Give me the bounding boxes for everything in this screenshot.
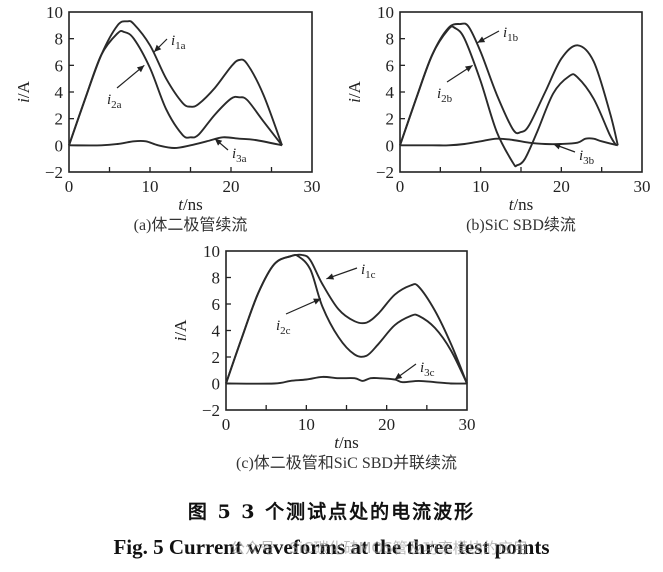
- series-i3c: [225, 375, 468, 385]
- series-i2c: [225, 254, 468, 384]
- arrowhead-icon: [326, 273, 335, 280]
- y-tick-label: 10: [203, 242, 220, 261]
- label-i2a: i2a: [107, 92, 122, 111]
- x-tick-label: 10: [298, 415, 315, 434]
- x-tick-label: 10: [472, 177, 489, 196]
- caption-chinese: 图 5 3 个测试点处的电流波形: [187, 501, 476, 523]
- y-tick-label: −2: [376, 163, 394, 182]
- label-i1c: i1c: [361, 262, 376, 281]
- x-tick-label: 0: [396, 177, 405, 196]
- y-tick-label: 6: [386, 56, 395, 75]
- x-axis-label: t/ns: [509, 195, 534, 214]
- arrowhead-icon: [214, 138, 223, 146]
- plot-frame: [68, 11, 313, 173]
- x-tick-label: 30: [634, 177, 651, 196]
- series-i3a: [68, 136, 283, 149]
- label-i1a: i1a: [171, 33, 186, 52]
- subplot-title: (a)体二极管续流: [134, 216, 248, 234]
- arrowhead-icon: [553, 143, 561, 150]
- subplot-title: (b)SiC SBD续流: [466, 216, 576, 234]
- x-tick-label: 0: [65, 177, 74, 196]
- y-tick-label: 6: [55, 56, 64, 75]
- caption-english: Fig. 5 Current waveforms at the three te…: [113, 535, 550, 559]
- x-tick-label: 30: [304, 177, 321, 196]
- y-axis-label: i/A: [14, 80, 33, 102]
- arrowhead-icon: [136, 65, 145, 73]
- y-tick-label: 2: [55, 110, 64, 129]
- arrowhead-icon: [464, 65, 473, 72]
- y-tick-label: 2: [386, 110, 395, 129]
- y-tick-label: 0: [386, 136, 395, 155]
- label-i1b: i1b: [503, 25, 519, 44]
- x-tick-label: 0: [222, 415, 231, 434]
- arrowhead-icon: [313, 298, 321, 305]
- arrowhead-icon: [394, 372, 403, 380]
- label-i3a: i3a: [232, 146, 247, 165]
- y-tick-label: 2: [212, 348, 221, 367]
- chart-a: 0 10 20 30−20246810t/nsi/A(a)体二极管续流i1ai2ai3…: [14, 3, 321, 234]
- y-tick-label: 4: [55, 83, 64, 102]
- y-tick-label: 4: [212, 322, 221, 341]
- y-tick-label: 8: [386, 30, 395, 49]
- y-tick-label: 8: [55, 30, 64, 49]
- arrowhead-icon: [477, 36, 486, 43]
- y-axis-label: i/A: [345, 80, 364, 102]
- y-tick-label: 6: [212, 295, 221, 314]
- series-i1c: [225, 253, 468, 384]
- y-tick-label: 4: [386, 83, 395, 102]
- series-i2a: [68, 29, 283, 146]
- label-i3c: i3c: [420, 360, 435, 379]
- series-i3b: [399, 137, 619, 147]
- x-tick-label: 20: [378, 415, 395, 434]
- y-axis-label: i/A: [171, 319, 190, 341]
- x-tick-label: 30: [459, 415, 476, 434]
- subplot-title: (c)体二极管和SiC SBD并联续流: [236, 454, 457, 472]
- y-tick-label: 0: [212, 375, 221, 394]
- plot-frame: [225, 250, 468, 411]
- y-tick-label: 8: [212, 269, 221, 288]
- x-axis-label: t/ns: [178, 195, 203, 214]
- label-i3b: i3b: [579, 148, 595, 167]
- series-i2b: [399, 25, 617, 168]
- x-tick-label: 10: [142, 177, 159, 196]
- y-tick-label: 10: [377, 3, 394, 22]
- y-tick-label: −2: [45, 163, 63, 182]
- y-tick-label: 0: [55, 136, 64, 155]
- label-i2c: i2c: [276, 318, 291, 337]
- watermark: 公众号 · SiC碳化硅MOS管及功率模块的应用: [230, 539, 528, 557]
- arrowhead-icon: [154, 44, 162, 52]
- y-tick-label: −2: [202, 401, 220, 420]
- x-tick-label: 20: [223, 177, 240, 196]
- series-i1a: [68, 20, 283, 146]
- x-tick-label: 20: [553, 177, 570, 196]
- label-i2b: i2b: [437, 86, 453, 105]
- x-axis-label: t/ns: [334, 433, 359, 452]
- y-tick-label: 10: [46, 3, 63, 22]
